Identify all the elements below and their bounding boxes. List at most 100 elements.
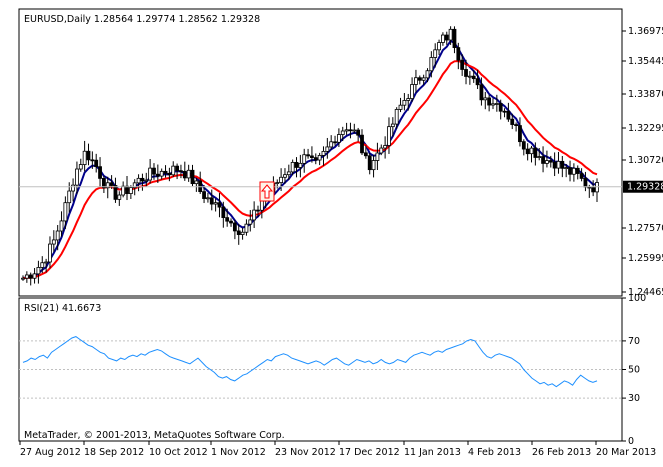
rsi-tick-label: 0	[628, 436, 634, 447]
candle-body	[387, 126, 391, 146]
price-tick-label: 1.32295	[628, 123, 663, 134]
candle-body	[82, 150, 87, 165]
candle-body	[356, 129, 361, 136]
candle-body	[467, 75, 472, 78]
date-tick-label: 11 Jan 2013	[404, 447, 461, 458]
candle-body	[206, 197, 210, 200]
candle-body	[44, 261, 49, 264]
candle-body	[94, 159, 99, 168]
candle-body	[217, 202, 222, 208]
candle-body	[510, 118, 515, 125]
candle-body	[464, 69, 468, 77]
candle-body	[483, 97, 488, 101]
candle-body	[560, 160, 565, 169]
candle-body	[398, 104, 403, 110]
candle-body	[132, 182, 137, 189]
date-tick-label: 26 Feb 2013	[532, 447, 591, 458]
candle-body	[502, 110, 507, 113]
candle-body	[317, 155, 322, 161]
candle-body	[279, 176, 284, 183]
time-axis: 27 Aug 2012 18 Sep 2012 10 Oct 2012 1 Nov 2…	[19, 441, 656, 458]
date-tick-label: 18 Sep 2012	[84, 447, 144, 458]
candle-body	[375, 152, 380, 161]
candle-body	[182, 170, 187, 179]
candle-body	[479, 84, 484, 101]
candle-body	[514, 124, 519, 126]
candle-body	[109, 182, 114, 186]
candle-body	[583, 178, 588, 188]
candle-body	[229, 220, 233, 224]
candle-body	[90, 159, 95, 162]
candle-body	[471, 75, 476, 80]
candle-body	[78, 164, 83, 170]
candle-body	[244, 223, 249, 233]
candle-body	[545, 160, 549, 164]
date-tick-label: 1 Nov 2012	[211, 447, 266, 458]
current-price-label: 1.29328	[627, 182, 663, 193]
candle-body	[98, 166, 102, 179]
price-tick-label: 1.25995	[628, 253, 663, 264]
candle-body	[325, 146, 330, 152]
footer-copyright: MetaTrader, © 2001-2013, MetaQuotes Soft…	[24, 430, 285, 441]
candle-body	[148, 167, 153, 181]
price-tick-label: 1.24465	[628, 287, 663, 298]
price-tick-label: 1.30720	[628, 155, 663, 166]
candle-body	[283, 174, 287, 178]
candle-body	[24, 274, 29, 279]
candle-body	[367, 155, 372, 171]
candle-body	[113, 185, 118, 200]
chart-header: EURUSD,Daily 1.28564 1.29774 1.28562 1.2…	[24, 14, 260, 25]
candle-body	[575, 167, 580, 174]
candle-body	[302, 154, 307, 164]
candle-body	[155, 173, 160, 177]
candle-body	[275, 182, 280, 184]
candle-body	[55, 230, 60, 241]
candle-body	[518, 125, 522, 143]
candle-body	[310, 155, 314, 159]
candle-body	[140, 177, 145, 182]
candle-body	[336, 134, 341, 143]
candle-body	[533, 147, 538, 158]
date-tick-label: 20 Mar 2013	[596, 447, 656, 458]
candle-body	[144, 179, 149, 182]
candle-body	[537, 156, 542, 158]
rsi-axis: 100 70 50 30 0	[622, 293, 646, 447]
moving-average-line	[22, 60, 598, 280]
candle-body	[340, 130, 345, 135]
candle-body	[579, 173, 584, 179]
candle-body	[171, 165, 176, 176]
candle-body	[240, 231, 245, 235]
candle-body	[175, 165, 179, 172]
candle-body	[152, 167, 156, 175]
candle-body	[59, 220, 64, 232]
candle-body	[71, 184, 75, 192]
candle-body	[371, 160, 376, 171]
candle-body	[286, 171, 291, 176]
candle-body	[352, 129, 357, 132]
candle-body	[163, 170, 168, 174]
candle-body	[306, 154, 310, 157]
candle-body	[67, 190, 72, 204]
candle-body	[21, 277, 25, 280]
date-tick-label: 4 Feb 2013	[468, 447, 521, 458]
main-pane	[18, 8, 623, 297]
date-tick-label: 10 Oct 2012	[149, 447, 208, 458]
candle-body	[379, 147, 384, 154]
candle-body	[421, 77, 426, 81]
candle-body	[36, 267, 41, 275]
candle-body	[321, 150, 326, 156]
date-tick-label: 23 Nov 2012	[275, 447, 336, 458]
rsi-tick-label: 100	[628, 293, 646, 304]
buy-arrow-icon	[259, 181, 275, 202]
candle-body	[221, 206, 226, 219]
candle-body	[441, 34, 445, 43]
candle-body	[548, 160, 553, 163]
candle-body	[128, 187, 133, 194]
candle-body	[437, 42, 441, 51]
candle-body	[390, 123, 395, 128]
candle-body	[202, 191, 206, 199]
candle-body	[105, 182, 110, 189]
candle-body	[433, 49, 438, 58]
candle-body	[417, 77, 422, 81]
